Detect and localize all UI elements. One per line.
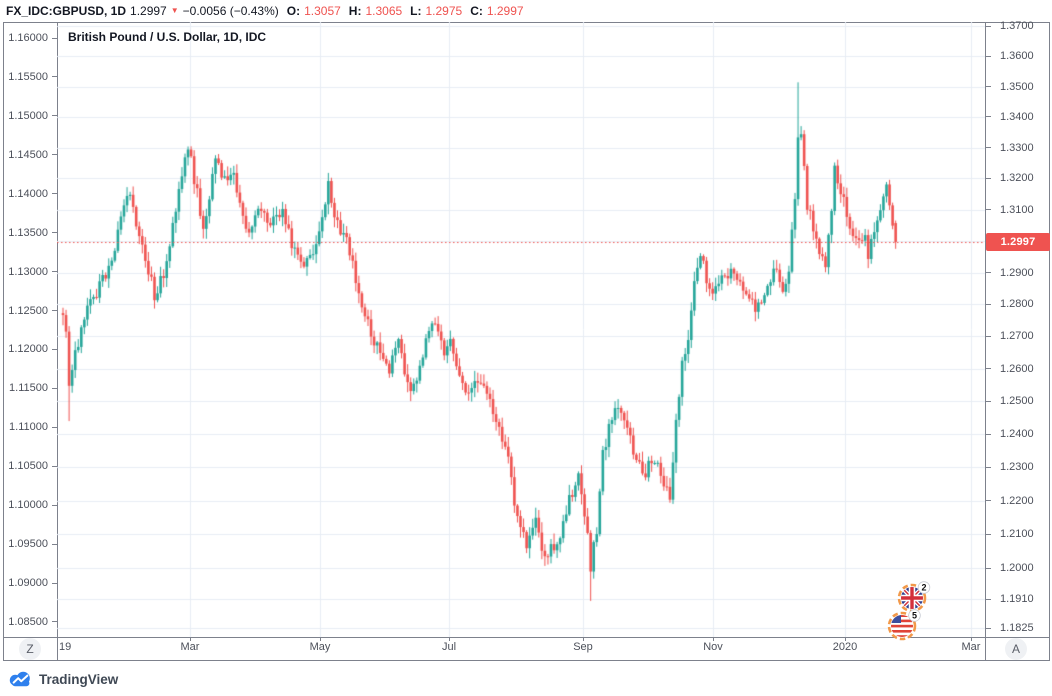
right-price-axis-label: 1.2400 [985,427,1052,441]
right-price-axis-label: 1.2200 [985,494,1052,508]
uk-event-count: 2 [921,583,926,593]
right-price-axis-label: 1.2600 [985,362,1052,376]
right-price-axis-label: 1.3200 [985,171,1052,185]
left-price-axis-label: 1.15500 [0,70,57,84]
left-price-axis-label: 1.12000 [0,342,57,356]
time-axis-label: 19 [59,641,72,653]
uk-flag-icon: 2 [897,581,931,613]
time-axis-label: Nov [703,641,723,653]
time-axis-label: May [309,641,331,653]
right-price-axis-label: 1.2500 [985,394,1052,408]
last-price-tag: 1.2997 [986,233,1050,251]
close-label: C: [470,4,483,18]
right-price-axis-label: 1.3400 [985,110,1052,124]
right-axis-divider [985,22,986,661]
frame-left-border [3,22,4,661]
time-axis[interactable]: 19 Mar May Jul Sep Nov 2020 Mar [0,637,1052,660]
tradingview-logo[interactable]: TradingView [9,671,118,687]
left-price-axis-label: 1.16000 [0,31,57,45]
right-price-axis-label: 1.1910 [985,592,1052,606]
chart-title[interactable]: British Pound / U.S. Dollar, 1D, IDC [68,30,267,44]
right-price-axis-label: 1.3300 [985,141,1052,155]
time-axis-tick [713,637,714,641]
right-price-axis-label: 1.2800 [985,297,1052,311]
price-change: −0.0056 (−0.43%) [182,4,279,18]
us-event-count: 5 [912,611,917,621]
low-value: 1.2975 [425,4,463,18]
left-price-axis-label: 1.14000 [0,187,57,201]
right-price-axis-label: 1.1825 [985,621,1052,635]
frame-bottom-border [3,660,1050,661]
left-price-axis-label: 1.15000 [0,109,57,123]
time-axis-label: Mar [180,641,200,653]
left-price-axis-label: 1.12500 [0,304,57,318]
economic-event-flags[interactable]: 2 5 [884,581,934,645]
time-axis-divider [3,637,1050,638]
price-down-arrow-icon: ▼ [170,6,179,15]
high-label: H: [348,4,362,18]
timezone-button[interactable]: Z [19,638,41,660]
left-price-axis-label: 1.08500 [0,615,57,629]
low-label: L: [410,4,422,18]
time-axis-label: Jul [441,641,457,653]
right-price-axis-label: 1.2900 [985,266,1052,280]
left-price-axis-label: 1.14500 [0,148,57,162]
frame-right-border [1049,22,1050,661]
time-axis-tick [190,637,191,641]
left-price-axis-label: 1.10000 [0,498,57,512]
left-price-axis-label: 1.09000 [0,576,57,590]
tradingview-cloud-icon [9,671,30,687]
time-axis-label: 2020 [832,641,858,653]
us-flag-icon: 5 [887,609,921,641]
left-price-axis-label: 1.09500 [0,537,57,551]
time-axis-label: Mar [961,641,981,653]
left-price-axis-label: 1.13000 [0,265,57,279]
symbol-legend: FX_IDC:GBPUSD, 1D 1.2997 ▼ −0.0056 (−0.4… [6,2,524,20]
time-axis-tick [320,637,321,641]
last-price: 1.2997 [130,4,167,18]
time-axis-tick [583,637,584,641]
time-axis-tick [845,637,846,641]
left-price-axis[interactable]: 1.16000 1.15500 1.15000 1.14500 1.14000 1.135… [0,22,57,637]
left-price-axis-label: 1.13500 [0,226,57,240]
right-price-axis-label: 1.2300 [985,460,1052,474]
right-price-axis-label: 1.3600 [985,49,1052,63]
right-price-axis-label: 1.2100 [985,527,1052,541]
right-price-axis-label: 1.3100 [985,203,1052,217]
right-price-axis-label: 1.2000 [985,561,1052,575]
open-value: 1.3057 [304,4,341,18]
price-chart-canvas[interactable] [57,22,985,637]
right-price-axis-label: 1.2700 [985,329,1052,343]
open-label: O: [286,4,301,18]
auto-scale-button[interactable]: A [1005,638,1027,660]
close-value: 1.2997 [486,4,524,18]
right-price-axis[interactable]: 1.3700 1.3600 1.3500 1.3400 1.3300 1.3200 1.31… [985,19,1052,637]
left-price-axis-label: 1.11500 [0,381,57,395]
right-price-axis-label: 1.3700 [985,19,1052,33]
high-value: 1.3065 [365,4,403,18]
left-price-axis-label: 1.10500 [0,459,57,473]
tradingview-logo-text: TradingView [39,671,119,687]
right-price-axis-label: 1.3500 [985,80,1052,94]
left-price-axis-label: 1.11000 [0,420,57,434]
symbol-title[interactable]: FX_IDC:GBPUSD, 1D [6,4,127,18]
time-axis-tick [449,637,450,641]
time-axis-tick [971,637,972,641]
time-axis-label: Sep [573,641,593,653]
